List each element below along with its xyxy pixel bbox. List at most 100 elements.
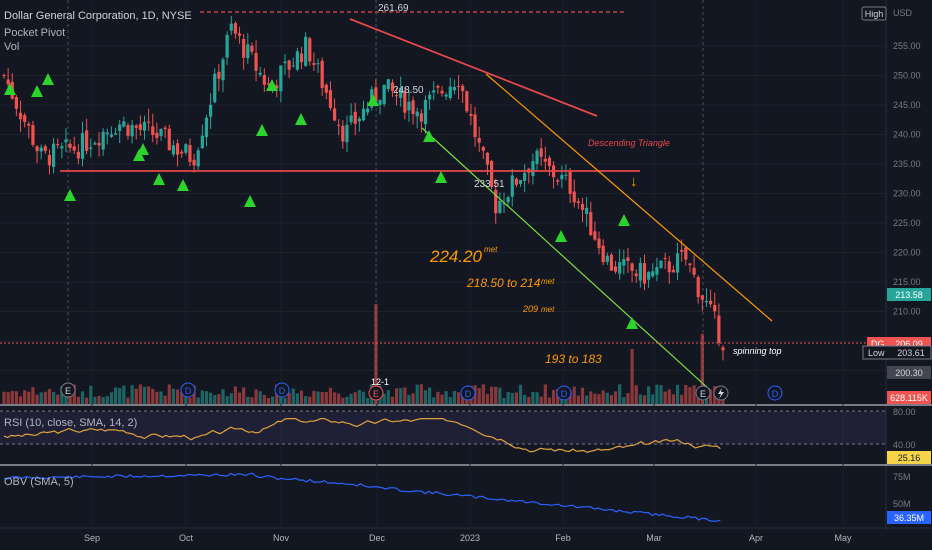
volume-bar <box>601 390 605 404</box>
volume-bar <box>122 385 126 404</box>
dividend-marker-1[interactable]: D <box>180 382 196 398</box>
time-tick[interactable]: Mar <box>646 533 662 543</box>
volume-bar <box>254 389 258 404</box>
annotation-target-224-met: met <box>484 245 498 254</box>
time-tick[interactable]: Feb <box>555 533 571 543</box>
trend-drawings[interactable] <box>60 11 773 391</box>
volume-bar <box>576 395 580 404</box>
time-tick[interactable]: Sep <box>84 533 100 543</box>
time-tick[interactable]: Oct <box>179 533 194 543</box>
volume-bar <box>316 391 320 404</box>
candle-body <box>126 125 130 136</box>
volume-bar <box>266 397 271 404</box>
candle-body <box>667 261 671 273</box>
annotation-down-arrow: ↓ <box>630 173 638 190</box>
candle-body <box>39 147 43 152</box>
dividend-marker-3[interactable]: D <box>460 385 476 401</box>
volume-bar <box>200 390 204 404</box>
dividend-marker-4[interactable]: D <box>556 385 572 401</box>
pocket-pivot-triangle <box>4 83 16 95</box>
volume-bar <box>68 394 72 404</box>
volume-bar <box>31 387 35 404</box>
volume-bar <box>655 384 659 404</box>
earnings-marker-2[interactable]: E <box>368 385 384 401</box>
time-tick[interactable]: May <box>834 533 852 543</box>
volume-bar <box>221 389 225 404</box>
candle-body <box>419 113 423 122</box>
candle-body <box>680 249 684 252</box>
candle-body <box>279 65 283 92</box>
time-axis[interactable]: Sep Oct Nov Dec 2023 Feb Mar Apr May <box>84 533 852 543</box>
volume-bar <box>320 391 324 404</box>
candle-body <box>341 125 345 142</box>
candle-body <box>14 97 18 109</box>
candle-body <box>452 86 457 91</box>
annotation-target-209: 209 <box>522 304 538 314</box>
candle-body <box>151 126 155 136</box>
annotation-233: 233.51 <box>474 179 505 190</box>
time-tick[interactable]: 2023 <box>460 533 480 543</box>
volume-bar <box>291 388 295 404</box>
earnings-marker-label: E <box>373 389 379 399</box>
candle-body <box>560 175 564 180</box>
pocket-pivot-triangle <box>555 230 567 242</box>
candle-body <box>518 180 523 184</box>
candle-body <box>167 128 171 151</box>
volume-bar <box>452 390 457 404</box>
volume-bar <box>105 396 109 404</box>
candle-body <box>473 114 477 138</box>
candle-body <box>209 104 213 117</box>
rsi-band <box>0 411 886 444</box>
volume-bar <box>456 392 461 404</box>
obv-line <box>3 472 721 522</box>
volume-bar <box>304 395 308 404</box>
split-lightning-icon[interactable] <box>713 385 729 401</box>
volume-bar <box>523 394 527 404</box>
annotation-target-218: 218.50 to 214 <box>466 276 541 290</box>
dividend-marker-label: D <box>772 389 779 399</box>
volume-bar <box>696 397 700 404</box>
main-pane[interactable] <box>0 0 886 405</box>
candle-body <box>308 38 312 62</box>
low-value: 203.61 <box>897 348 925 358</box>
volume-bar <box>403 387 407 404</box>
candle-body <box>155 132 159 139</box>
candle-body <box>564 174 568 176</box>
volume-bar <box>572 386 576 404</box>
volume-bar <box>366 397 370 404</box>
volume-bar <box>634 385 638 404</box>
candle-body <box>68 143 72 148</box>
time-tick[interactable]: Dec <box>369 533 386 543</box>
candle-body <box>502 203 506 205</box>
price-tick: 210.00 <box>893 307 921 317</box>
price-tick: 220.00 <box>893 248 921 258</box>
price-scale[interactable] <box>886 0 932 550</box>
candle-body <box>51 143 56 167</box>
volume-bar <box>93 396 97 404</box>
candle-body <box>589 212 593 236</box>
resistance-line[interactable] <box>349 18 598 117</box>
candle-body <box>295 51 299 70</box>
earnings-marker-3[interactable]: E <box>695 385 711 401</box>
volume-bar <box>700 334 704 404</box>
earnings-marker-label: E <box>65 386 71 396</box>
volume-bar <box>60 385 64 404</box>
triangle-top-line[interactable] <box>485 73 773 322</box>
channel-lower-line[interactable] <box>421 127 711 391</box>
indicator-label-vol: Vol <box>4 41 19 53</box>
price-tick: 215.00 <box>893 277 921 287</box>
volume-bar <box>130 385 134 404</box>
candle-body <box>147 121 151 123</box>
candle-body <box>390 82 395 91</box>
candle-body <box>535 150 539 165</box>
dividend-marker-5[interactable]: D <box>767 385 783 401</box>
earnings-marker-1[interactable]: E <box>60 382 76 398</box>
time-tick[interactable]: Nov <box>273 533 290 543</box>
dividend-marker-2[interactable]: D <box>274 382 290 398</box>
volume-bar <box>51 391 56 404</box>
volume-bar <box>163 395 167 404</box>
volume-bar <box>262 394 266 404</box>
time-tick[interactable]: Apr <box>749 533 763 543</box>
candle-body <box>217 71 221 79</box>
